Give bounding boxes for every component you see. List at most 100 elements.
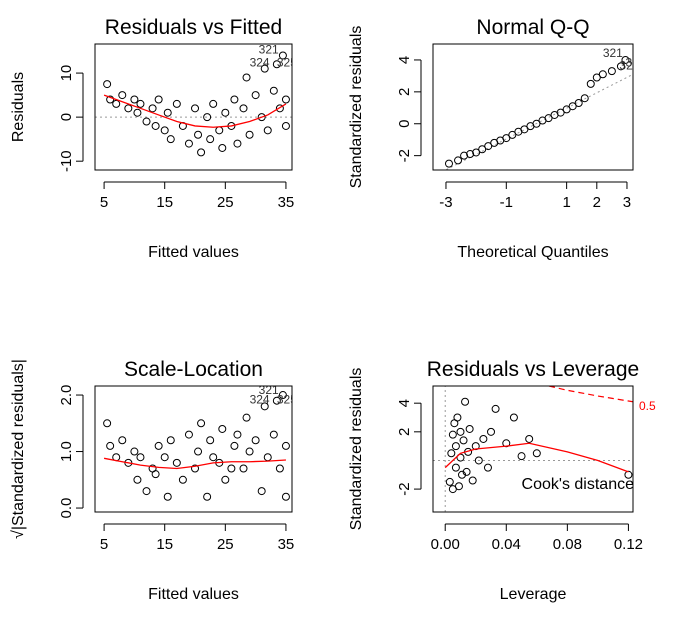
data-point [556, 108, 565, 117]
data-point [460, 151, 469, 160]
data-point [509, 413, 518, 422]
x-tick-label: 0.00 [431, 536, 460, 553]
data-point [194, 130, 203, 139]
data-point [580, 94, 589, 103]
data-point [142, 487, 151, 496]
data-point [197, 419, 206, 428]
data-point [269, 86, 278, 95]
data-point [263, 453, 272, 462]
data-point [245, 447, 254, 456]
panel-title: Residuals vs Leverage [427, 358, 639, 381]
x-tick-label: 0.08 [553, 536, 582, 553]
data-point [447, 449, 456, 458]
y-tick-label: 4 [396, 56, 413, 64]
data-point [281, 95, 290, 104]
x-tick-label: 15 [156, 536, 173, 553]
data-point [142, 117, 151, 126]
y-tick-label: 2.0 [58, 385, 75, 406]
y-tick-label: 1.0 [58, 441, 75, 462]
data-point [163, 492, 172, 501]
data-point [194, 447, 203, 456]
data-point [221, 108, 230, 117]
data-point [230, 441, 239, 450]
data-point [218, 143, 227, 152]
data-point [239, 104, 248, 113]
legend-text: Cook's distance [522, 476, 635, 493]
data-point [472, 148, 481, 157]
plot-area: Cook's distance [433, 386, 635, 512]
cooks-distance-line [548, 386, 633, 403]
data-point [592, 73, 601, 82]
x-axis-label: Fitted values [148, 586, 239, 603]
data-point [160, 126, 169, 135]
panel-title: Normal Q-Q [476, 16, 589, 39]
y-tick-label: 2 [396, 428, 413, 436]
data-point [459, 436, 468, 445]
data-point [508, 130, 517, 139]
data-point [520, 125, 529, 134]
data-point [483, 463, 492, 472]
data-point [445, 477, 454, 486]
data-point [453, 413, 462, 422]
data-point [281, 441, 290, 450]
data-point [616, 62, 625, 71]
data-point [136, 99, 145, 108]
x-tick-label: 5 [100, 536, 108, 553]
data-point [172, 458, 181, 467]
x-tick-label: -3 [439, 194, 452, 211]
data-point [239, 464, 248, 473]
data-point [517, 452, 526, 461]
data-point [478, 145, 487, 154]
smooth-line [103, 94, 287, 128]
data-point [456, 427, 465, 436]
x-axis-label: Leverage [500, 586, 567, 603]
data-point [191, 104, 200, 113]
data-point [242, 73, 251, 82]
data-point [136, 453, 145, 462]
data-point [281, 492, 290, 501]
data-point [130, 95, 139, 104]
data-point [251, 91, 260, 100]
y-axis-label: Residuals [10, 72, 27, 142]
data-point [275, 464, 284, 473]
panel: Cook's distance Residuals vs Leverage Leve… [348, 358, 656, 603]
plot-box [94, 43, 293, 171]
data-point [227, 464, 236, 473]
data-point [154, 441, 163, 450]
x-tick-label: 2 [593, 194, 601, 211]
data-point [281, 121, 290, 130]
data-point [203, 113, 212, 122]
data-point [172, 99, 181, 108]
data-point [532, 119, 541, 128]
y-tick-label: 2 [396, 88, 413, 96]
data-point [160, 453, 169, 462]
data-point [209, 453, 218, 462]
data-point [209, 99, 218, 108]
data-point [275, 104, 284, 113]
data-point [257, 487, 266, 496]
data-point [272, 396, 281, 405]
data-point [118, 91, 127, 100]
data-point [458, 470, 467, 479]
data-point [562, 105, 571, 114]
data-point [257, 113, 266, 122]
data-point [451, 442, 460, 451]
data-point [166, 135, 175, 144]
data-point [163, 108, 172, 117]
data-point [112, 99, 121, 108]
x-tick-label: 0.04 [492, 536, 521, 553]
point-annotation: 321 [603, 46, 623, 60]
x-axis-label: Fitted values [148, 244, 239, 261]
point-annotation: 325 [277, 393, 297, 407]
y-tick-label: -2 [396, 149, 413, 162]
data-point [278, 51, 287, 60]
data-point [191, 464, 200, 473]
data-point [230, 95, 239, 104]
panel-title: Scale-Location [124, 358, 263, 381]
data-point [484, 142, 493, 151]
x-tick-label: 0.12 [614, 536, 643, 553]
